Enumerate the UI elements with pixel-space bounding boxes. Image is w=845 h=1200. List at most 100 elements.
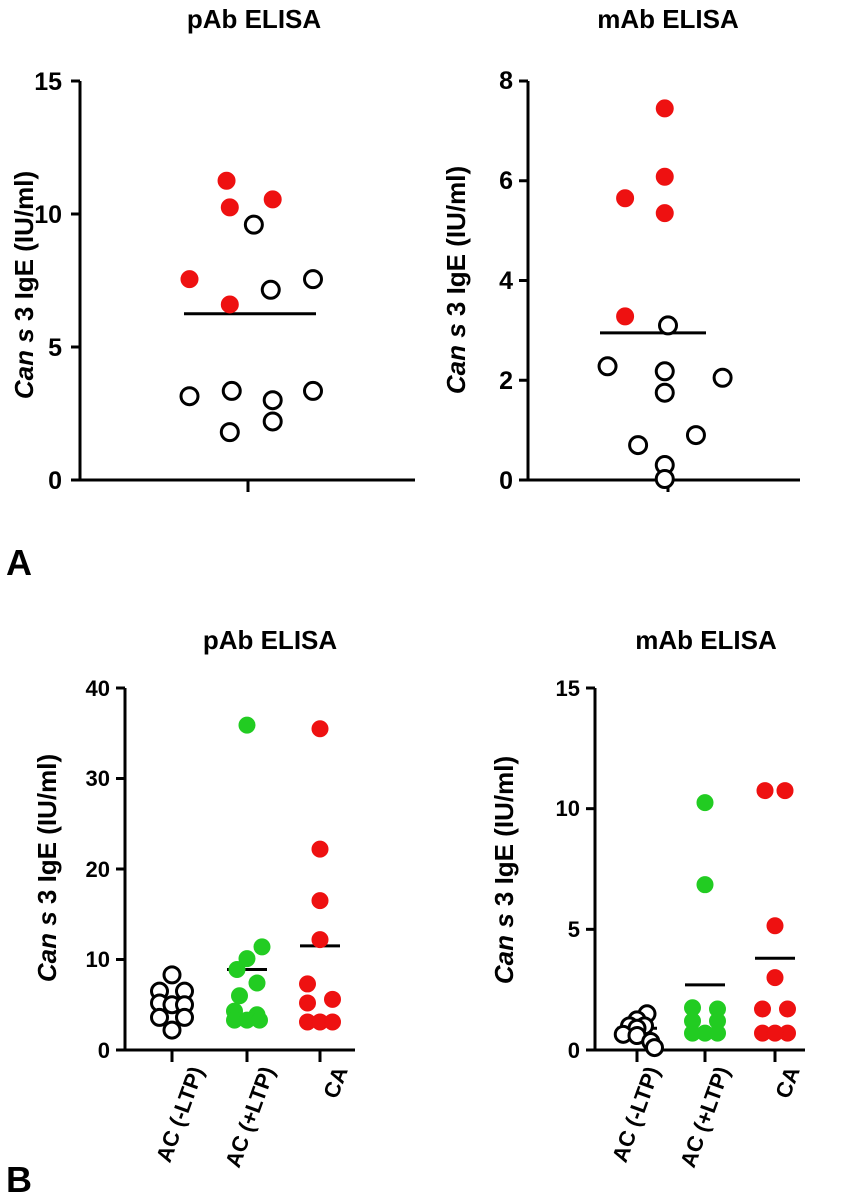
- data-point-open: [628, 435, 649, 456]
- data-point-open: [175, 1007, 194, 1027]
- data-point-red: [180, 270, 199, 289]
- y-tick-label: 15: [34, 68, 62, 96]
- chart-title: mAb ELISA: [635, 625, 777, 655]
- y-tick-label: 5: [48, 334, 62, 362]
- data-point-red: [766, 1024, 784, 1042]
- data-point-open: [654, 382, 675, 403]
- data-point-green: [238, 716, 256, 734]
- chart-b-mab: mAb ELISA Can s 3 IgE (IU/ml) 0 5 10 15 …: [489, 625, 805, 1171]
- x-category-label: CA: [770, 1063, 804, 1102]
- data-point-open: [262, 390, 283, 411]
- y-tick-label: 6: [499, 167, 513, 195]
- x-category-label: AC (-LTP): [607, 1063, 665, 1165]
- chart-title: mAb ELISA: [597, 4, 739, 34]
- data-point-open: [597, 356, 618, 377]
- y-tick-label: 0: [499, 467, 513, 495]
- y-tick-label: 10: [556, 796, 580, 821]
- y-tick-label: 40: [86, 676, 110, 701]
- chart-b-pab: pAb ELISA Can s 3 IgE (IU/ml) 0 10 20 30…: [32, 625, 355, 1171]
- data-point-red: [766, 917, 784, 935]
- data-point-open: [179, 386, 200, 407]
- data-point-open: [303, 269, 323, 290]
- y-tick-label: 5: [568, 917, 580, 942]
- data-point-open: [685, 425, 706, 446]
- chart-title: pAb ELISA: [203, 625, 338, 655]
- y-axis-label-rest: 3 IgE (IU/ml): [489, 756, 519, 913]
- data-point-open: [162, 1020, 182, 1040]
- chart-a-pab: pAb ELISA Can s 3 IgE (IU/ml) 0 5 10 15: [9, 4, 415, 495]
- y-axis-label-italic: Can s: [441, 323, 471, 394]
- y-axis-label: Can s 3 IgE (IU/ml): [32, 754, 62, 982]
- y-tick-label: 30: [86, 766, 110, 791]
- data-point-open: [654, 469, 675, 490]
- data-point-red: [311, 720, 329, 738]
- y-tick-label: 10: [34, 201, 62, 229]
- data-point-red: [776, 782, 794, 800]
- data-point-red: [766, 969, 784, 987]
- data-point-green: [231, 987, 248, 1005]
- data-point-open: [654, 361, 675, 382]
- data-point-red: [220, 198, 239, 217]
- data-point-red: [220, 295, 239, 314]
- data-point-red: [217, 171, 236, 190]
- data-point-red: [655, 204, 674, 223]
- y-axis-label-rest: 3 IgE (IU/ml): [32, 754, 62, 911]
- x-category-label: AC (-LTP): [151, 1063, 209, 1165]
- data-point-open: [150, 1007, 169, 1027]
- y-tick-label: 4: [499, 267, 513, 295]
- data-point-open: [262, 411, 283, 432]
- y-tick-label: 0: [48, 467, 62, 495]
- data-point-red: [779, 1000, 796, 1018]
- data-point-red: [655, 99, 674, 118]
- data-point-red: [311, 840, 329, 858]
- y-axis-label-rest: 3 IgE (IU/ml): [9, 171, 39, 328]
- data-point-open: [162, 965, 182, 985]
- data-point-red: [616, 189, 635, 208]
- data-point-open: [260, 279, 281, 300]
- chart-a-mab: mAb ELISA Can s 3 IgE (IU/ml) 0 2 4 6 8: [441, 4, 800, 495]
- data-point-open: [243, 214, 264, 235]
- data-point-red: [324, 1013, 341, 1031]
- data-point-red: [263, 190, 282, 209]
- data-point-green: [696, 794, 714, 812]
- y-tick-label: 2: [499, 367, 513, 395]
- data-point-red: [311, 892, 329, 910]
- x-category-label: CA: [318, 1063, 352, 1102]
- data-point-red: [299, 994, 316, 1012]
- chart-title: pAb ELISA: [187, 4, 322, 34]
- data-point-green: [251, 1011, 268, 1029]
- y-axis-label-rest: 3 IgE (IU/ml): [441, 166, 471, 323]
- y-tick-label: 15: [556, 676, 580, 701]
- y-axis-label-italic: Can s: [32, 911, 62, 982]
- data-point-red: [754, 1000, 771, 1018]
- data-point-red: [311, 931, 329, 949]
- y-axis-label: Can s 3 IgE (IU/ml): [441, 166, 471, 394]
- y-tick-label: 0: [98, 1038, 110, 1063]
- y-axis-label: Can s 3 IgE (IU/ml): [489, 756, 519, 984]
- data-point-green: [696, 876, 714, 894]
- data-point-red: [756, 782, 774, 800]
- data-point-red: [655, 167, 674, 186]
- y-tick-label: 20: [86, 857, 110, 882]
- data-point-red: [324, 990, 341, 1008]
- data-point-green: [709, 1024, 726, 1042]
- data-point-red: [299, 975, 316, 993]
- data-point-open: [219, 422, 240, 443]
- data-point-open: [645, 1038, 664, 1058]
- x-category-label: AC (+LTP): [675, 1063, 735, 1171]
- data-point-open: [303, 380, 323, 401]
- y-tick-label: 0: [568, 1038, 580, 1063]
- y-tick-label: 10: [86, 947, 110, 972]
- y-axis-label-italic: Can s: [9, 328, 39, 399]
- data-point-red: [616, 307, 635, 326]
- data-point-green: [248, 974, 266, 992]
- y-tick-label: 8: [499, 67, 513, 95]
- data-point-open: [658, 315, 678, 336]
- y-axis-label: Can s 3 IgE (IU/ml): [9, 171, 39, 399]
- panel-label-b: B: [6, 1159, 32, 1200]
- data-point-open: [712, 367, 733, 388]
- x-category-label: AC (+LTP): [220, 1063, 280, 1171]
- data-point-open: [221, 380, 242, 401]
- y-axis-label-italic: Can s: [489, 913, 519, 984]
